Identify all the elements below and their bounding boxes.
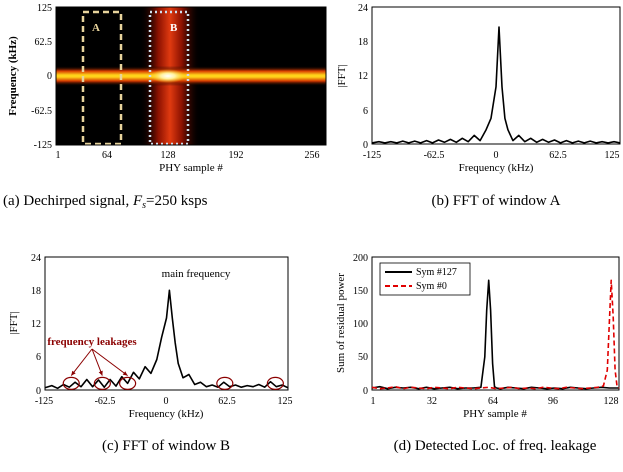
plot-c-y-ticks: 24 18 12 6 0: [31, 253, 41, 397]
plot-d-xlabel: PHY sample #: [463, 408, 527, 420]
plot-d-x-ticks: 1 32 64 96 128: [371, 396, 619, 407]
plot-b-ytick: 0: [363, 140, 368, 151]
plot-b-xlabel: Frequency (kHz): [459, 162, 534, 174]
heatmap-xtick: 192: [229, 150, 244, 161]
heatmap-hotspot: [150, 69, 186, 83]
plot-b-xtick: -62.5: [424, 150, 445, 161]
heatmap-xlabel: PHY sample #: [159, 162, 223, 174]
series-line-0: [371, 26, 621, 144]
plot-d-xtick: 96: [548, 396, 558, 407]
plot-b-ytick: 12: [358, 71, 368, 82]
caption-b: (b) FFT of window A: [432, 193, 561, 209]
series-line-0: [44, 289, 289, 390]
plot-c-ylabel: |FFT|: [8, 311, 20, 334]
heatmap-x-ticks: 1 64 128 192 256: [56, 150, 320, 161]
heatmap-y-ticks: 125 62.5 0 -62.5 -125: [31, 3, 52, 151]
plot-c-xlabel: Frequency (kHz): [129, 408, 204, 420]
plot-d-frame: [371, 256, 620, 391]
heatmap-ytick: -125: [34, 140, 52, 151]
annotation-frequency-leakages: frequency leakages: [47, 336, 137, 348]
heatmap-ytick: 62.5: [35, 37, 53, 48]
leakage-circle: [62, 376, 80, 390]
plot-b-ytick: 6: [363, 106, 368, 117]
plot-b-y-ticks: 24 18 12 6 0: [358, 3, 368, 151]
plot-c-xtick: 62.5: [218, 396, 236, 407]
heatmap-ytick: 125: [37, 3, 52, 14]
plot-d-y-ticks: 200 150 100 50 0: [353, 253, 368, 397]
window-a-label: A: [92, 22, 100, 34]
plot-c-ytick: 6: [36, 352, 41, 363]
plot-c-ytick: 24: [31, 253, 41, 264]
leakage-arrow: [70, 348, 93, 376]
plot-d-xtick: 1: [371, 396, 376, 407]
plot-d-ytick: 0: [363, 386, 368, 397]
heatmap-ytick: 0: [47, 71, 52, 82]
leakage-circle: [119, 376, 137, 390]
heatmap-xtick: 128: [161, 150, 176, 161]
panel-b: 24 18 12 6 0 -125 -62.5 0 62.5 125 Frequ…: [336, 3, 621, 209]
plot-c-ytick: 18: [31, 286, 41, 297]
window-a-box: [81, 10, 123, 146]
plot-d-ytick: 50: [358, 352, 368, 363]
panel-a: A B 125 62.5 0 -62.5 -125 1 64 128 192 2…: [3, 3, 327, 211]
series-line-sym-127: [371, 279, 619, 390]
plot-c-xtick: -125: [35, 396, 53, 407]
plot-d-ytick: 150: [353, 286, 368, 297]
leakage-circle: [93, 376, 111, 390]
leakage-circle: [216, 376, 234, 390]
panel-d: 200 150 100 50 0 1 32 64 96 128 PHY samp…: [335, 253, 620, 454]
plot-d-xtick: 64: [488, 396, 498, 407]
plot-b-xtick: 0: [494, 150, 499, 161]
plot-d-legend: Sym #127 Sym #0: [379, 262, 471, 296]
plot-c-xtick: 0: [164, 396, 169, 407]
heatmap-frame: [55, 6, 327, 146]
window-b-label: B: [170, 22, 178, 34]
heatmap-ylabel: Frequency (kHz): [7, 36, 19, 116]
leakage-arrowhead: [71, 370, 76, 376]
plot-b-frame: [371, 6, 621, 145]
plot-d-xtick: 128: [604, 396, 619, 407]
plot-b-ylabel: |FFT|: [336, 64, 348, 87]
plot-c-ytick: 12: [31, 319, 41, 330]
plot-d-ytick: 200: [353, 253, 368, 264]
plot-d-ytick: 100: [353, 319, 368, 330]
caption-d: (d) Detected Loc. of freq. leakage: [394, 438, 597, 454]
leakage-arrow: [91, 348, 103, 376]
plot-c-x-ticks: -125 -62.5 0 62.5 125: [35, 396, 293, 407]
plot-c-xtick: 125: [278, 396, 293, 407]
leakage-arrow: [91, 348, 128, 376]
heatmap-xtick: 64: [102, 150, 112, 161]
series-line-sym-0: [371, 279, 620, 390]
legend-box: [379, 262, 471, 296]
plot-b-ytick: 18: [358, 37, 368, 48]
heatmap-xtick: 256: [305, 150, 320, 161]
leakage-circle: [266, 376, 284, 390]
legend-label-sym0: Sym #0: [416, 281, 447, 292]
heatmap-band: [56, 66, 326, 86]
plot-c-frame: [44, 256, 289, 391]
legend-label-sym127: Sym #127: [416, 267, 457, 278]
plot-b-xtick: 125: [605, 150, 620, 161]
plot-b-ytick: 24: [358, 3, 368, 14]
caption-c: (c) FFT of window B: [102, 438, 230, 454]
leakage-arrowhead: [98, 370, 103, 376]
panel-c: 24 18 12 6 0 -125 -62.5 0 62.5 125 Frequ…: [8, 253, 293, 454]
plot-b-xtick: -125: [363, 150, 381, 161]
leakage-arrowhead: [122, 371, 128, 376]
plot-d-ylabel: Sum of residual power: [335, 273, 347, 373]
heatmap-xtick: 1: [56, 150, 61, 161]
heatmap-ytick: -62.5: [31, 106, 52, 117]
plot-b-xtick: 62.5: [549, 150, 567, 161]
plot-c-xtick: -62.5: [95, 396, 116, 407]
caption-a: (a) Dechirped signal, Fs=250 ksps: [3, 193, 208, 211]
plot-b-x-ticks: -125 -62.5 0 62.5 125: [363, 150, 620, 161]
annotation-main-frequency: main frequency: [162, 268, 231, 280]
plot-c-ytick: 0: [36, 386, 41, 397]
plot-d-xtick: 32: [427, 396, 437, 407]
